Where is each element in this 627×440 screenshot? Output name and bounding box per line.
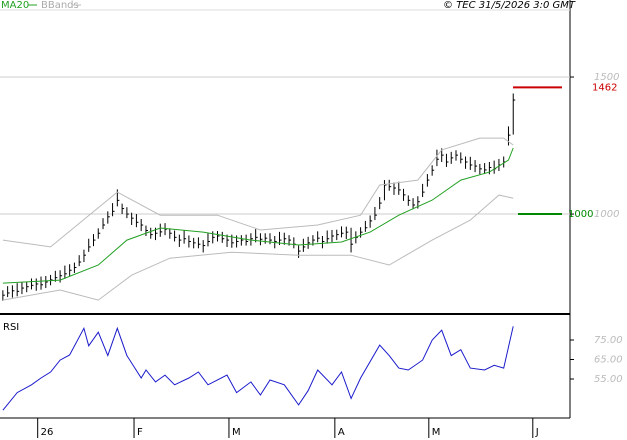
band-line bbox=[2, 194, 514, 301]
legend-label: MA20 bbox=[1, 0, 29, 11]
x-tick-label: 26 bbox=[41, 427, 54, 438]
x-tick-label: M bbox=[232, 427, 241, 438]
y-tick-label: 55.00 bbox=[594, 374, 623, 385]
y-tick-label: 65.00 bbox=[594, 354, 623, 365]
legend-label: BBands bbox=[41, 0, 79, 11]
y-tick-label: 75.00 bbox=[594, 335, 623, 346]
ma-line bbox=[2, 147, 514, 284]
level-label: 1000 bbox=[568, 209, 593, 220]
x-tick-label: F bbox=[137, 427, 143, 438]
x-tick-label: M bbox=[432, 427, 441, 438]
y-tick-label: 1000 bbox=[594, 209, 619, 220]
x-tick-label: J bbox=[535, 427, 539, 438]
band-line bbox=[2, 137, 514, 248]
source: © TEC 31/5/2026 3:0 GMT bbox=[443, 0, 576, 11]
y-tick-label: 1500 bbox=[594, 72, 619, 83]
x-tick-label: A bbox=[338, 427, 345, 438]
level-label: 1462 bbox=[592, 82, 617, 93]
rsi-line bbox=[2, 326, 514, 411]
panel-title: RSI bbox=[3, 322, 19, 333]
